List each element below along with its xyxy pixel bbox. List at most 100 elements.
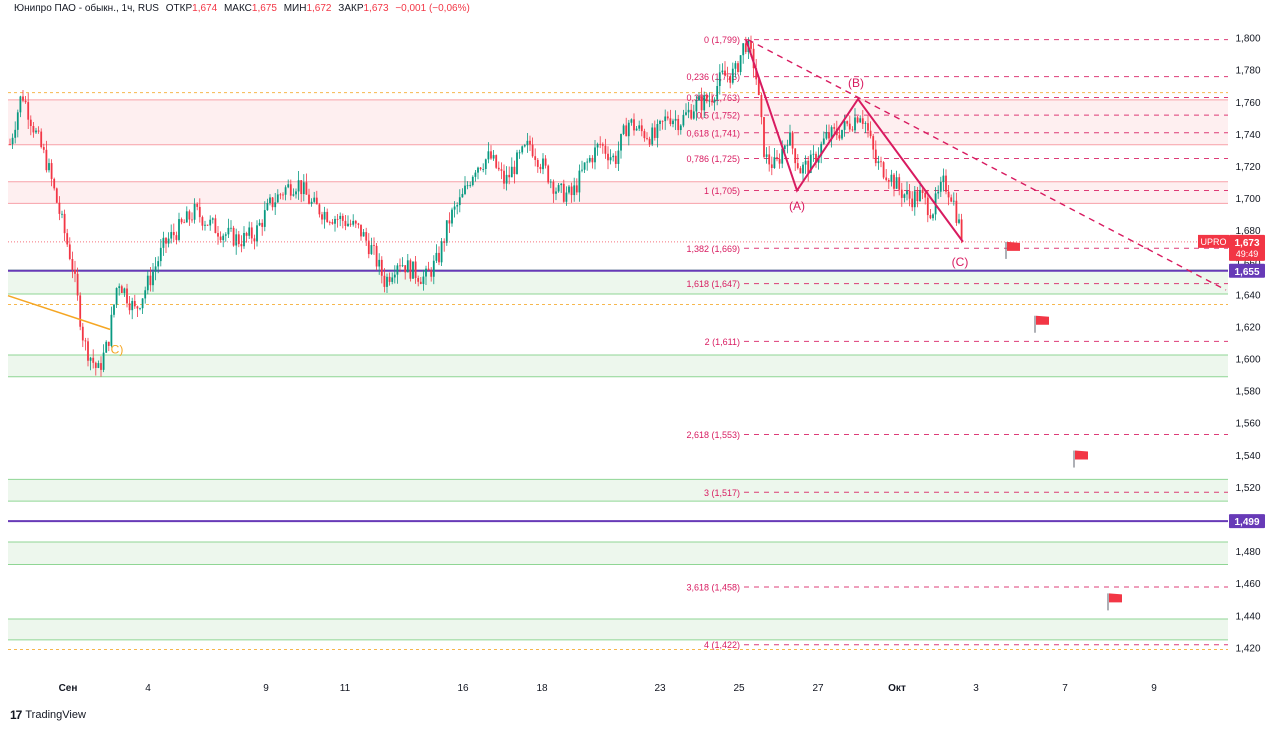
fib-level-label: 0,618 (1,741) (686, 128, 740, 138)
candle-body (102, 352, 105, 370)
x-tick-label: 18 (536, 683, 548, 694)
candle-body (503, 170, 505, 184)
candle-body (893, 174, 895, 189)
candle-body (29, 119, 32, 127)
candle-body (638, 125, 641, 129)
candle-body (451, 209, 453, 224)
candle-body (565, 192, 568, 202)
candle-body (178, 219, 180, 240)
fib-level-label: 4 (1,422) (704, 640, 740, 650)
candle-body (347, 223, 349, 226)
candle-body (666, 116, 669, 119)
candle-body (487, 151, 490, 160)
candle-body (308, 194, 310, 204)
y-tick-label: 1,600 (1235, 355, 1260, 366)
candle-body (191, 219, 193, 221)
candle-body (789, 132, 791, 146)
candle-body (815, 153, 817, 163)
candle-body (393, 274, 396, 278)
candle-body (516, 152, 518, 175)
candle-body (167, 238, 170, 244)
candle-body (575, 185, 578, 193)
candle-body (113, 304, 115, 315)
candle-body (105, 341, 108, 353)
candle-body (716, 86, 719, 100)
candle-body (9, 143, 11, 145)
candle-body (916, 191, 919, 202)
candle-body (828, 132, 830, 139)
fib-level-label: 0,236 (1,776) (686, 72, 740, 82)
candle-body (170, 232, 173, 239)
candle-body (401, 265, 404, 267)
candle-body (796, 163, 799, 169)
candle-body (279, 194, 282, 196)
candle-body (146, 275, 149, 291)
candle-body (721, 70, 724, 73)
candle-body (773, 157, 776, 169)
price-axis: 1,800 1,780 1,760 1,740 1,720 1,700 1,680 1,660… (1235, 34, 1260, 655)
candle-body (960, 219, 963, 241)
candle-body (633, 119, 635, 131)
candle-body (24, 100, 27, 103)
candle-body (219, 236, 222, 241)
x-tick-label: 9 (1151, 683, 1157, 694)
candle-body (263, 210, 266, 227)
candle-body (841, 129, 843, 139)
candle-body (703, 95, 706, 111)
y-tick-label: 1,620 (1235, 322, 1260, 333)
candle-body (211, 218, 214, 220)
y-tick-label: 1,640 (1235, 290, 1260, 301)
candle-body (292, 194, 295, 196)
candle-body (425, 268, 427, 277)
candle-body (100, 363, 102, 370)
candle-body (107, 341, 110, 346)
candle-body (243, 232, 245, 247)
candle-body (110, 314, 113, 346)
wave-label: C) (111, 342, 124, 356)
x-tick-label: Окт (888, 683, 906, 694)
candle-body (929, 215, 932, 219)
candle-body (560, 183, 563, 186)
candle-body (438, 252, 440, 263)
candle-body (726, 75, 729, 77)
candle-body (523, 145, 526, 147)
candle-body (612, 155, 615, 158)
candle-body (27, 102, 30, 120)
y-tick-label: 1,800 (1235, 34, 1260, 45)
chart-header: Юнипро ПАО - обыкн., 1ч, RUS ОТКР1,674 М… (14, 3, 470, 14)
candle-body (568, 186, 570, 193)
candle-body (266, 202, 269, 211)
candle-body (16, 112, 19, 130)
candle-body (152, 271, 154, 286)
candle-body (872, 136, 875, 150)
candles-layer (9, 35, 963, 377)
x-tick-label: 9 (263, 683, 269, 694)
tradingview-footer: 17 TradingView (10, 708, 86, 722)
candle-body (209, 219, 212, 226)
candle-body (552, 181, 555, 194)
candle-body (781, 148, 784, 164)
candle-body (867, 123, 869, 131)
candle-timer-label: 49:49 (1236, 249, 1259, 259)
candle-body (383, 275, 386, 287)
candle-body (48, 163, 50, 171)
y-tick-label: 1,580 (1235, 387, 1260, 398)
open-label: ОТКР (165, 3, 193, 14)
fib-level-label: 1,382 (1,669) (686, 244, 740, 254)
flag-icon (1034, 315, 1049, 333)
candle-body (321, 214, 323, 220)
candle-body (757, 79, 760, 95)
candle-body (718, 72, 721, 87)
candle-body (854, 117, 856, 131)
fib-level-label: 3,618 (1,458) (686, 582, 740, 592)
candle-body (183, 222, 186, 224)
candle-body (354, 220, 357, 224)
candle-body (302, 182, 305, 195)
flags-layer (1005, 241, 1122, 611)
fib-level-label: 2 (1,611) (705, 337, 740, 347)
x-tick-label: 27 (812, 683, 824, 694)
candle-body (131, 301, 134, 311)
candle-body (315, 197, 318, 205)
candle-body (331, 222, 334, 224)
